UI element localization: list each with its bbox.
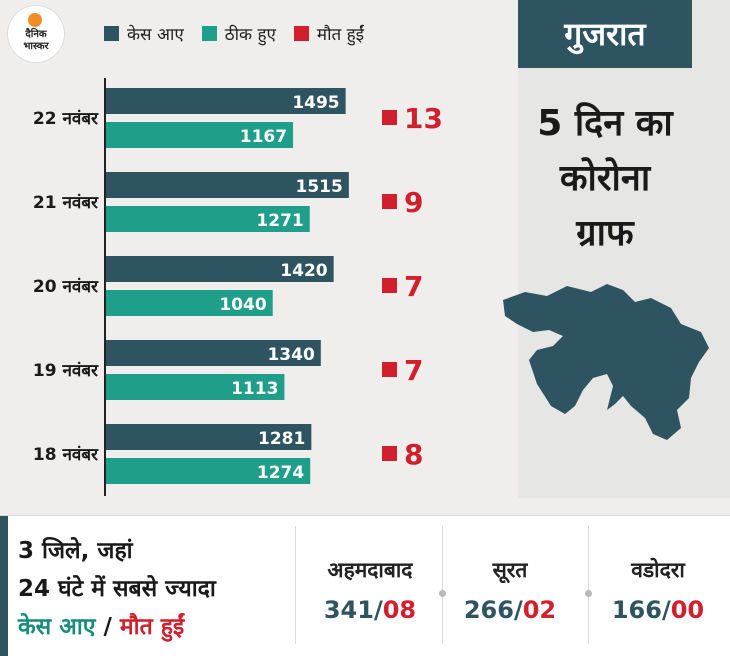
legend-label-deaths: मौत हुईं bbox=[316, 25, 364, 45]
data-label-deaths: 13 bbox=[404, 102, 443, 135]
category-label: 18 नवंबर bbox=[33, 445, 99, 465]
city-deaths: 00 bbox=[670, 596, 705, 624]
divider-dot bbox=[585, 590, 592, 597]
divider bbox=[588, 526, 589, 644]
city-cases: 166 bbox=[611, 596, 662, 624]
city-name: वडोदरा bbox=[631, 558, 685, 582]
legend-swatch-deaths bbox=[293, 26, 309, 41]
data-label-recovered: 1271 bbox=[256, 211, 303, 231]
chart-legend: केस आए ठीक हुए मौत हुईं bbox=[104, 22, 364, 45]
headline-line-1: 5 दिन का bbox=[537, 103, 673, 144]
right-panel bbox=[518, 0, 730, 498]
city-stats: 266/02 bbox=[440, 596, 580, 624]
category-label: 21 नवंबर bbox=[33, 193, 99, 213]
divider bbox=[295, 526, 296, 644]
city-stats: 166/00 bbox=[588, 596, 728, 624]
city-cases: 266 bbox=[463, 596, 514, 624]
deaths-marker bbox=[382, 194, 397, 209]
summary-cases-label: केस आए bbox=[18, 614, 96, 640]
sun-icon bbox=[28, 13, 42, 27]
category-label: 20 नवंबर bbox=[33, 277, 99, 297]
data-label-deaths: 8 bbox=[404, 438, 423, 471]
category-label: 19 नवंबर bbox=[33, 361, 99, 381]
bar-recovered bbox=[106, 458, 311, 484]
headline-line-2: कोरोना bbox=[559, 158, 651, 199]
legend-swatch-recovered bbox=[201, 26, 217, 41]
data-label-deaths: 7 bbox=[404, 354, 423, 387]
bar-recovered bbox=[106, 290, 273, 316]
bar-recovered bbox=[106, 206, 310, 232]
city-name: अहमदाबाद bbox=[327, 558, 413, 582]
deaths-marker bbox=[382, 362, 397, 377]
deaths-marker bbox=[382, 278, 397, 293]
data-label-cases: 1340 bbox=[267, 345, 314, 365]
legend-label-cases: केस आए bbox=[127, 25, 184, 45]
data-label-recovered: 1274 bbox=[257, 463, 304, 483]
legend-item-deaths: मौत हुईं bbox=[293, 22, 364, 45]
divider bbox=[442, 526, 443, 644]
data-label-cases: 1281 bbox=[258, 429, 305, 449]
city-slash: / bbox=[373, 596, 383, 624]
city-slash: / bbox=[661, 596, 671, 624]
data-label-recovered: 1167 bbox=[240, 127, 287, 147]
data-label-recovered: 1113 bbox=[231, 379, 278, 399]
data-label-recovered: 1040 bbox=[219, 295, 266, 315]
headline-line-3: ग्राफ bbox=[576, 213, 634, 254]
summary-deaths-label: मौत हुईं bbox=[119, 614, 185, 640]
deaths-marker bbox=[382, 110, 397, 125]
bar-cases bbox=[106, 88, 346, 114]
city-stats: 341/08 bbox=[300, 596, 440, 624]
city-name: सूरत bbox=[492, 558, 528, 582]
city-deaths: 08 bbox=[382, 596, 417, 624]
data-label-deaths: 9 bbox=[404, 186, 423, 219]
summary-text: 3 जिले, जहां 24 घंटे में सबसे ज्यादा केस… bbox=[18, 532, 286, 646]
category-label: 22 नवंबर bbox=[33, 109, 99, 129]
bar-cases bbox=[106, 256, 334, 282]
city-cases: 341 bbox=[323, 596, 374, 624]
data-label-cases: 1420 bbox=[280, 261, 327, 281]
logo-line-2: भास्कर bbox=[23, 41, 49, 52]
divider-dot bbox=[439, 590, 446, 597]
deaths-marker bbox=[382, 446, 397, 461]
bar-cases bbox=[106, 340, 321, 366]
gujarat-map-icon bbox=[503, 284, 709, 440]
bar-recovered bbox=[106, 374, 285, 400]
city-surat: सूरत 266/02 bbox=[440, 556, 580, 624]
summary-line-2: 24 घंटे में सबसे ज्यादा bbox=[18, 576, 216, 602]
bar-cases bbox=[106, 424, 312, 450]
district-summary-panel: 3 जिले, जहां 24 घंटे में सबसे ज्यादा केस… bbox=[0, 515, 730, 656]
legend-item-cases: केस आए bbox=[104, 22, 184, 45]
bar-recovered bbox=[106, 122, 294, 148]
legend-item-recovered: ठीक हुए bbox=[201, 22, 276, 45]
dainik-bhaskar-logo: दैनिक भास्कर bbox=[8, 6, 64, 62]
logo-line-1: दैनिक bbox=[25, 29, 47, 40]
state-banner: गुजरात bbox=[518, 0, 692, 68]
accent-stripe bbox=[0, 516, 8, 656]
city-ahmedabad: अहमदाबाद 341/08 bbox=[300, 556, 440, 624]
city-slash: / bbox=[513, 596, 523, 624]
summary-line-3: केस आए / मौत हुईं bbox=[18, 608, 286, 646]
summary-separator: / bbox=[103, 614, 112, 640]
summary-line-1: 3 जिले, जहां bbox=[18, 538, 133, 564]
legend-swatch-cases bbox=[104, 26, 119, 41]
data-label-cases: 1495 bbox=[292, 93, 339, 113]
data-label-deaths: 7 bbox=[404, 270, 423, 303]
city-deaths: 02 bbox=[522, 596, 557, 624]
legend-label-recovered: ठीक हुए bbox=[224, 25, 276, 45]
bar-cases bbox=[106, 172, 349, 198]
headline: 5 दिन का कोरोना ग्राफ bbox=[518, 96, 692, 261]
city-vadodara: वडोदरा 166/00 bbox=[588, 556, 728, 624]
data-label-cases: 1515 bbox=[296, 177, 343, 197]
